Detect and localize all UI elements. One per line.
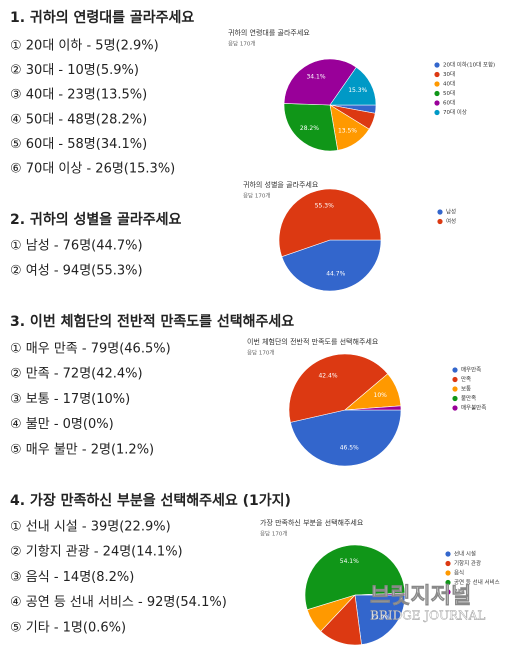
legend-label: 보통 <box>461 386 471 393</box>
answer-item: ③ 음식 - 14명(8.2%) <box>10 570 134 585</box>
answer-item: ① 남성 - 76명(44.7%) <box>10 239 143 254</box>
slice-label: 10% <box>374 392 388 399</box>
answer-item: ⑥ 70대 이상 - 26명(15.3%) <box>10 162 175 177</box>
answer-item: ① 매우 만족 - 79명(46.5%) <box>10 342 171 357</box>
answer-item: ① 20대 이하 - 5명(2.9%) <box>10 39 159 54</box>
slice-label: 55.3% <box>315 202 334 209</box>
slice-label: 15.3% <box>348 87 367 94</box>
pie-slice <box>329 66 377 106</box>
chart-subtitle: 응답 170개 <box>260 530 287 538</box>
legend-label: 매우불만족 <box>461 404 486 412</box>
legend-label: 70대 이상 <box>443 108 467 116</box>
slice-label: 54.1% <box>340 558 359 565</box>
chart-title: 귀하의 성별을 골라주세요 <box>243 180 319 189</box>
legend-label: 기항지 관광 <box>454 559 481 567</box>
legend-label: 20대 이하(10대 포함) <box>443 61 495 69</box>
answer-item: ⑤ 매우 불만 - 2명(1.2%) <box>10 442 154 457</box>
slice-label: 46.5% <box>340 444 359 451</box>
legend-swatch <box>445 551 451 557</box>
pie-slice <box>304 544 406 611</box>
chart-title: 귀하의 연령대를 골라주세요 <box>228 28 310 37</box>
legend-swatch <box>452 376 458 383</box>
legend-label: 공연 등 선내 서비스 <box>454 578 500 586</box>
legend-label: 불만족 <box>461 394 476 402</box>
legend-label: 음식 <box>454 569 464 577</box>
answer-item: ⑤ 기타 - 1명(0.6%) <box>10 620 126 635</box>
watermark-subtitle: BRIDGE JOURNAL <box>370 609 485 623</box>
legend-label: 만족 <box>461 375 471 383</box>
pie-slice <box>283 58 357 106</box>
answer-item: ② 여성 - 94명(55.3%) <box>10 264 143 279</box>
legend-label: 30대 <box>443 70 455 78</box>
answer-item: ② 기항지 관광 - 24명(14.1%) <box>10 545 183 560</box>
pie-slice <box>344 405 402 411</box>
legend-label: 40대 <box>443 80 455 88</box>
answer-item: ④ 불만 - 0명(0%) <box>10 417 114 432</box>
slice-label: 28.2% <box>300 125 319 132</box>
pie-slice <box>281 239 382 292</box>
legend-label: 60대 <box>443 99 455 107</box>
legend-swatch <box>434 90 440 97</box>
legend-swatch <box>452 405 458 411</box>
legend-swatch <box>434 71 440 78</box>
legend-label: 선내 시설 <box>454 550 476 558</box>
legend-label: 50대 <box>443 89 455 97</box>
legend-swatch <box>452 395 458 402</box>
legend-swatch <box>445 560 451 567</box>
chart-subtitle: 응답 170개 <box>228 40 255 48</box>
pie-slice <box>278 188 382 258</box>
answer-item: ④ 50대 - 48명(28.2%) <box>10 112 147 127</box>
slice-label: 42.4% <box>318 372 337 379</box>
slice-label: 44.7% <box>326 271 345 278</box>
answer-item: ① 선내 시설 - 39명(22.9%) <box>10 520 171 535</box>
answer-item: ③ 보통 - 17명(10%) <box>10 392 130 407</box>
pie-slice <box>288 353 389 423</box>
slice-label: 22.9% <box>371 614 390 621</box>
section-title: 4. 가장 만족하신 부분을 선택해주세요 (1가지) <box>10 492 291 509</box>
section-title: 2. 귀하의 성별을 골라주세요 <box>10 211 181 228</box>
slice-label: 13.5% <box>338 127 357 134</box>
legend-swatch <box>434 109 440 116</box>
watermark-title: 브릿지저널 <box>370 584 471 609</box>
legend-swatch <box>445 579 451 586</box>
answer-item: ⑤ 60대 - 58명(34.1%) <box>10 137 147 152</box>
pie-slice <box>290 409 402 467</box>
pie-slice <box>283 103 339 152</box>
chart-subtitle: 응답 170개 <box>247 349 274 357</box>
legend-swatch <box>437 209 443 215</box>
answer-item: ④ 공연 등 선내 서비스 - 92명(54.1%) <box>10 595 227 610</box>
legend-swatch <box>452 386 458 392</box>
legend-swatch <box>434 81 440 87</box>
section-title: 1. 귀하의 연령대를 골라주세요 <box>10 9 194 26</box>
legend-swatch <box>445 589 451 595</box>
legend-swatch <box>452 367 458 373</box>
legend-label: 남성 <box>446 208 456 216</box>
chart-title: 가장 만족하신 부분을 선택해주세요 <box>260 518 364 527</box>
pie-slice <box>354 592 406 596</box>
chart-subtitle: 응답 170개 <box>243 192 270 200</box>
legend-swatch <box>434 100 440 106</box>
answer-item: ② 30대 - 10명(5.9%) <box>10 63 139 78</box>
legend-label: 여성 <box>446 217 456 225</box>
legend-label: 기타 <box>454 588 464 596</box>
legend-swatch <box>437 218 443 225</box>
chart-title: 이번 체험단의 전반적 만족도를 선택해주세요 <box>247 337 379 346</box>
pie-slice <box>354 594 406 645</box>
section-title: 3. 이번 체험단의 전반적 만족도를 선택해주세요 <box>10 313 294 330</box>
legend-swatch <box>434 62 440 68</box>
answer-item: ③ 40대 - 23명(13.5%) <box>10 88 147 103</box>
legend-swatch <box>445 570 451 576</box>
slice-label: 34.1% <box>306 74 325 81</box>
legend-label: 매우만족 <box>461 366 481 374</box>
answer-item: ② 만족 - 72명(42.4%) <box>10 367 143 382</box>
